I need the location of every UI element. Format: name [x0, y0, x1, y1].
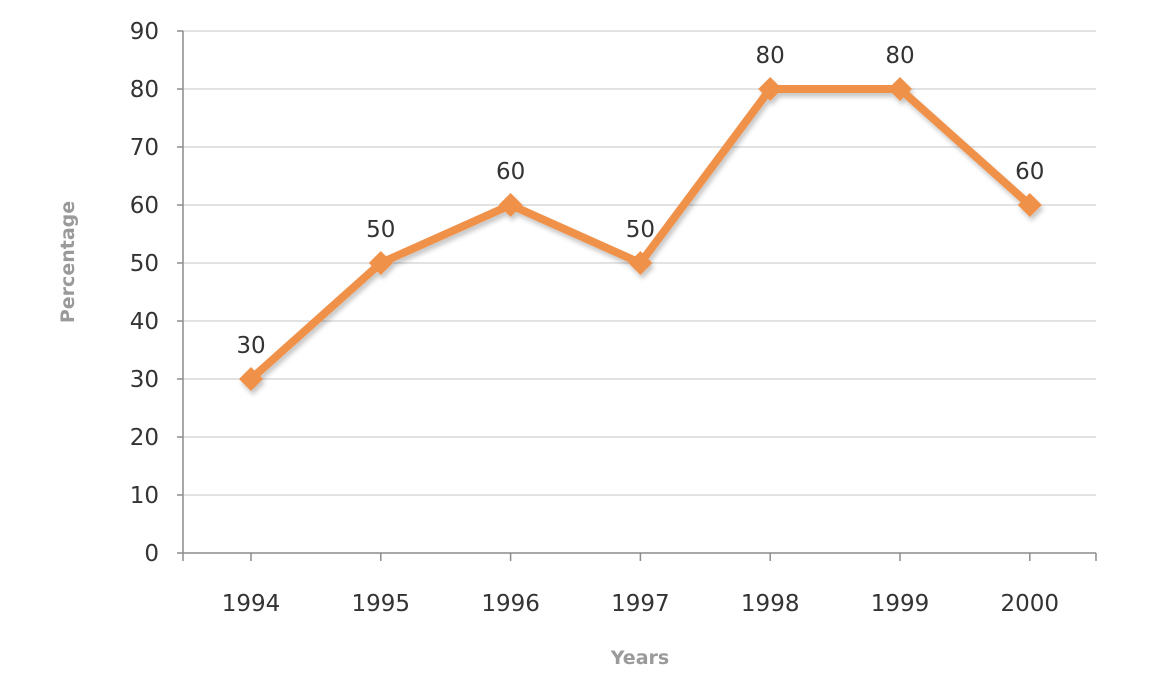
y-tick-labels: 0 10 20 30 40 50 60 70 80 90 — [130, 19, 159, 567]
data-point-marker — [1017, 193, 1042, 217]
x-tick-labels: 1994 1995 1996 1997 1998 1999 2000 — [222, 591, 1059, 617]
data-point-marker — [368, 251, 393, 275]
axes — [177, 30, 1097, 561]
x-tick-label: 2000 — [1001, 591, 1060, 617]
x-tick-label: 1997 — [611, 591, 670, 617]
x-tick-label: 1996 — [481, 591, 540, 617]
data-label: 30 — [236, 333, 265, 359]
y-tick-label: 0 — [144, 541, 159, 567]
data-point-marker — [758, 77, 783, 101]
data-label: 80 — [756, 43, 785, 69]
data-point-marker — [628, 251, 653, 275]
y-tick-label: 30 — [130, 367, 159, 393]
y-axis-title: Percentage — [57, 201, 79, 323]
data-point-marker — [888, 77, 912, 101]
y-tick-label: 40 — [130, 309, 159, 335]
series-percentage — [239, 77, 1042, 391]
x-tick-label: 1999 — [871, 591, 930, 617]
y-tick-label: 90 — [130, 19, 159, 45]
x-tick-label: 1998 — [741, 591, 800, 617]
data-label: 50 — [626, 217, 655, 243]
x-tick-label: 1995 — [352, 591, 411, 617]
x-axis-title: Years — [610, 647, 669, 669]
data-label: 60 — [496, 159, 525, 185]
y-tick-label: 70 — [130, 135, 159, 161]
y-tick-label: 10 — [130, 483, 159, 509]
data-point-marker — [498, 193, 523, 217]
y-tick-label: 20 — [130, 425, 159, 451]
data-point-marker — [239, 367, 263, 391]
y-tick-label: 60 — [130, 193, 159, 219]
data-labels: 30 50 60 50 80 80 60 — [236, 43, 1044, 359]
data-label: 60 — [1015, 159, 1044, 185]
y-tick-label: 80 — [130, 77, 159, 103]
y-tick-label: 50 — [130, 251, 159, 277]
data-label: 50 — [366, 217, 395, 243]
x-tick-label: 1994 — [222, 591, 281, 617]
data-label: 80 — [885, 43, 914, 69]
